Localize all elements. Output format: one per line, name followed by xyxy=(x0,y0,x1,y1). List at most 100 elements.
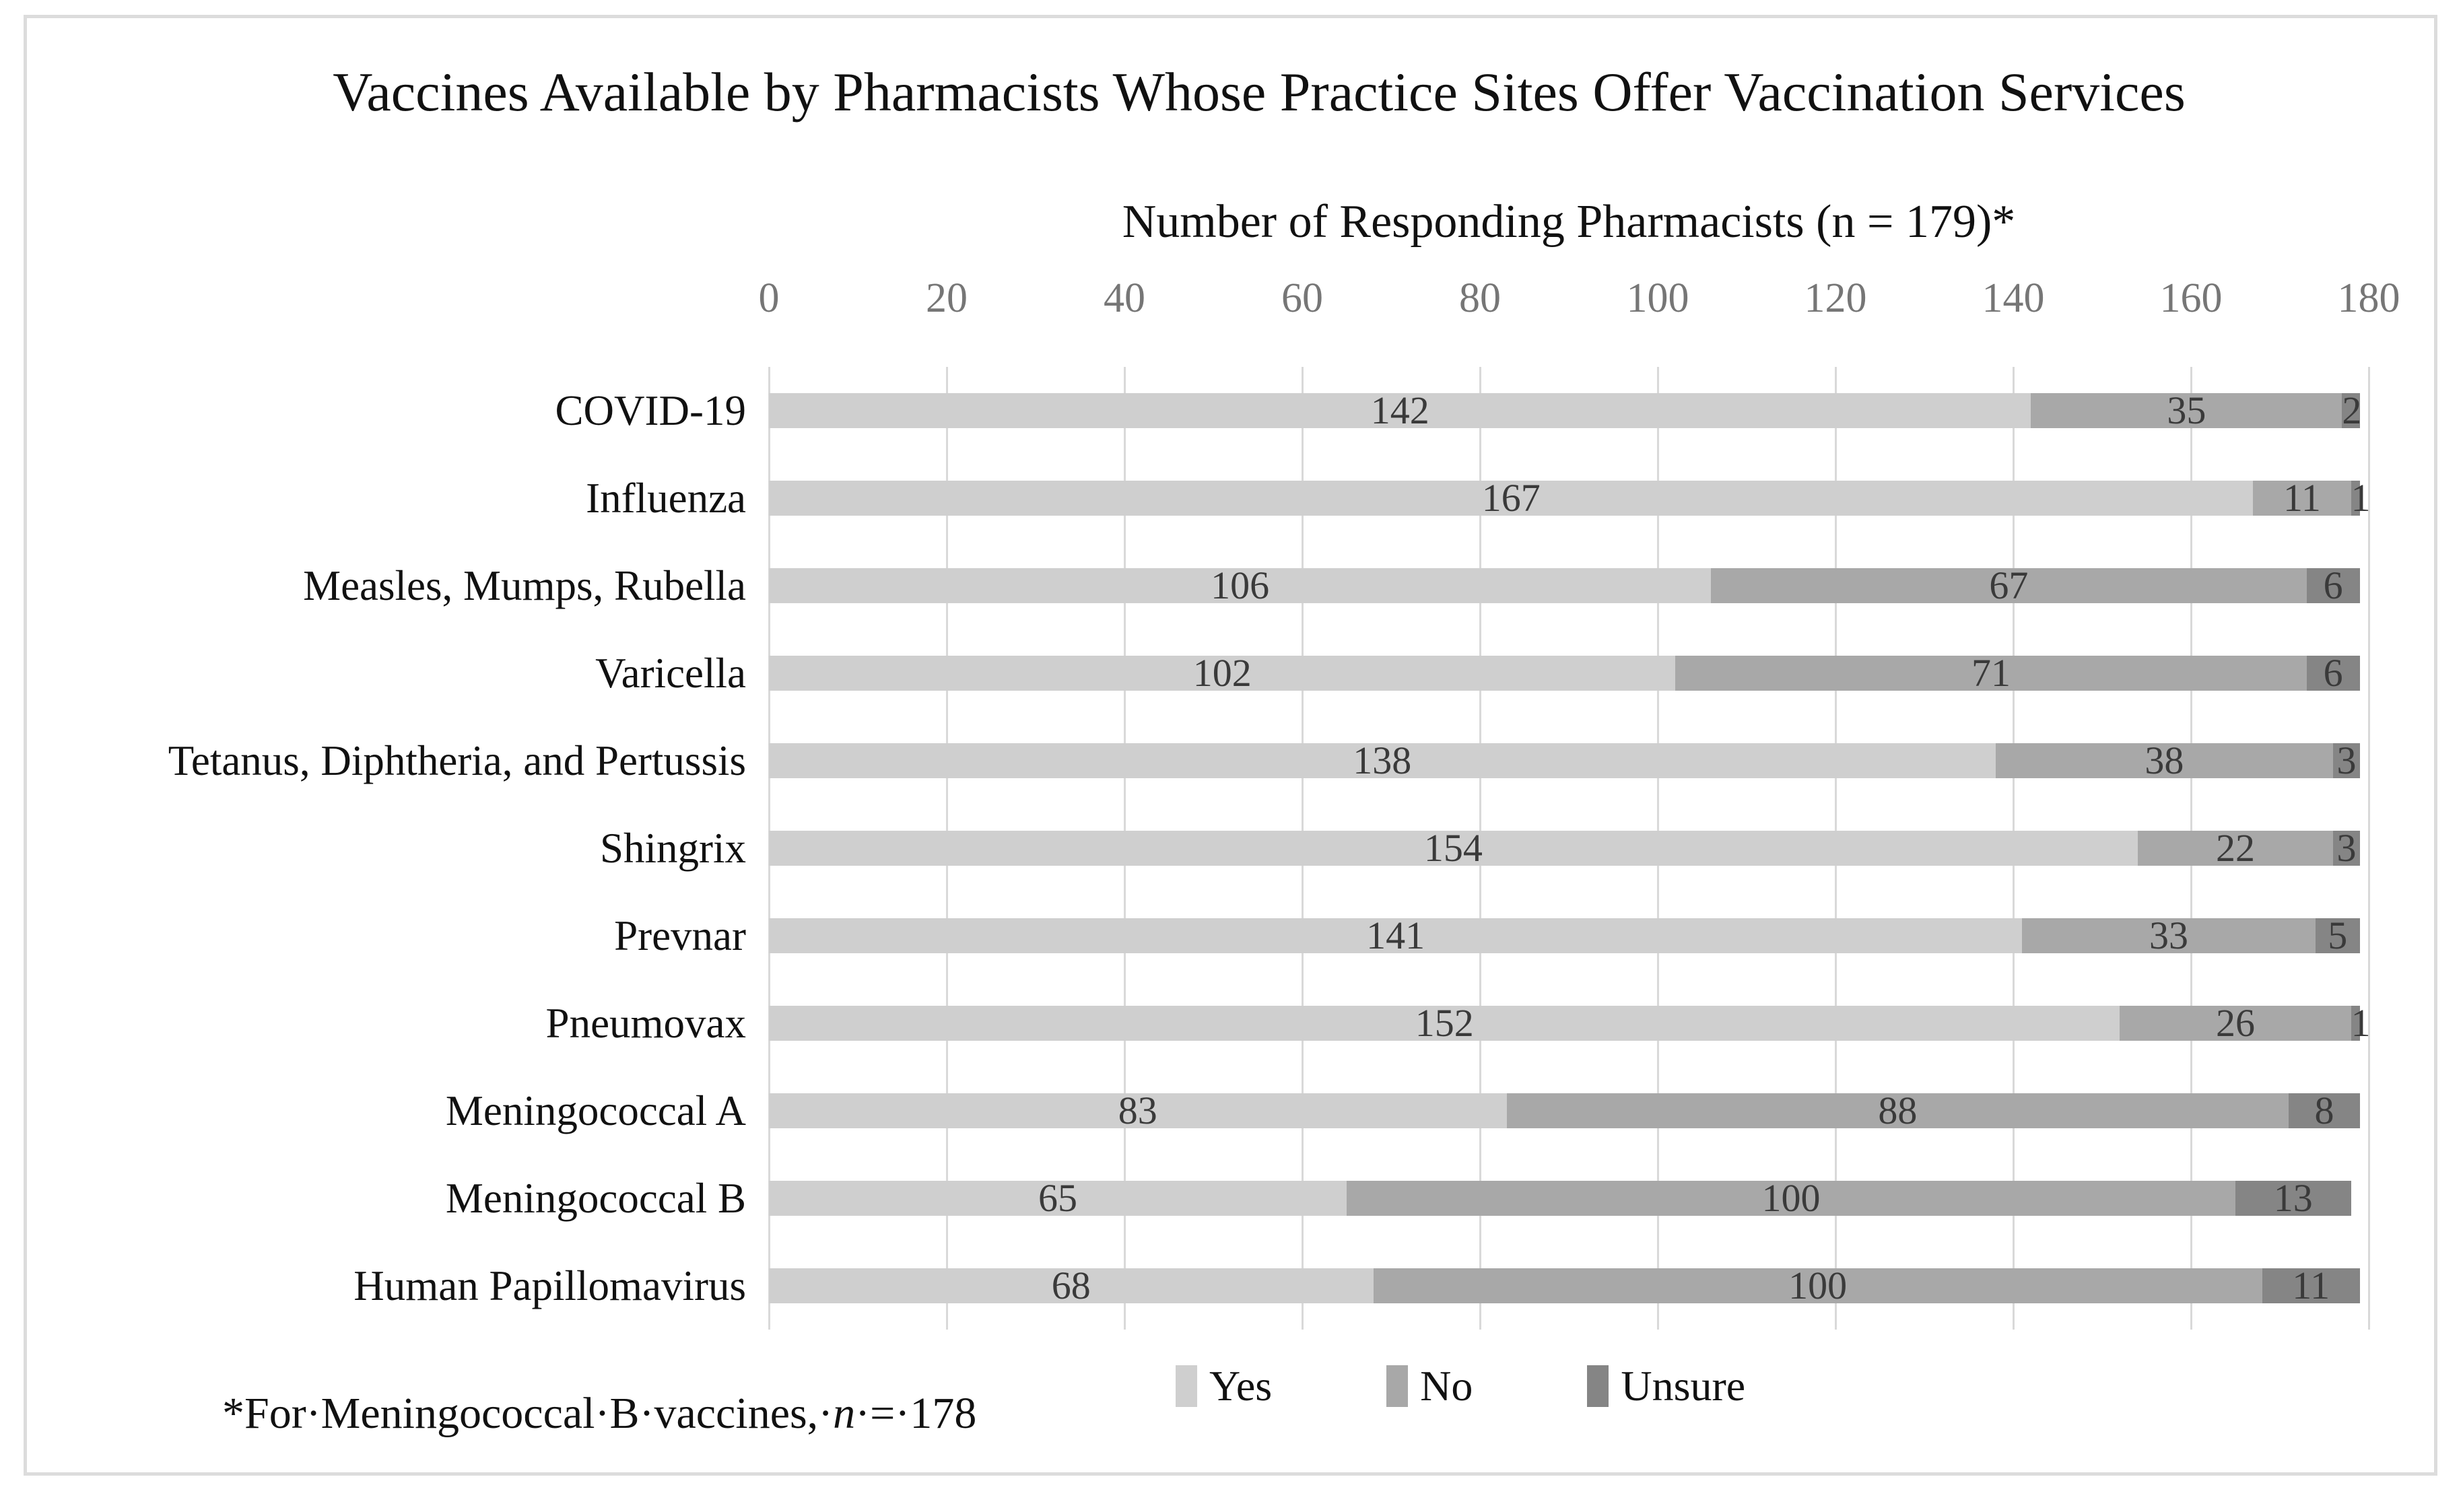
x-axis-title: Number of Responding Pharmacists (n = 17… xyxy=(1122,196,2016,248)
bar-value-label: 13 xyxy=(2273,1176,2313,1220)
bar-value-label: 2 xyxy=(2342,388,2362,432)
bar-segment-no: 26 xyxy=(2120,1001,2351,1045)
bar-row: 167 11 1 xyxy=(769,476,2371,520)
y-axis-category-label: Shingrix xyxy=(599,825,746,872)
y-axis-category-label: Influenza xyxy=(586,475,746,522)
bar-segment-yes: 154 xyxy=(769,826,2138,870)
bar-segment-no: 35 xyxy=(2031,388,2342,432)
footnote-n-italic: n xyxy=(833,1389,856,1438)
legend-swatch-yes xyxy=(1176,1365,1197,1407)
y-axis-category-label: Meningococcal A xyxy=(445,1087,746,1134)
bar-row: 83 88 8 xyxy=(769,1089,2360,1132)
bar-segment-yes: 83 xyxy=(769,1089,1507,1132)
bar-segment-yes: 68 xyxy=(769,1264,1374,1307)
legend-label: Yes xyxy=(1209,1362,1273,1410)
bar-segment-unsure: 1 xyxy=(2351,1001,2371,1045)
bar-row: 65 100 13 xyxy=(769,1176,2351,1220)
bar-segment-no: 100 xyxy=(1347,1176,2235,1220)
y-axis-category-label: Prevnar xyxy=(614,912,746,959)
x-tick-label: 120 xyxy=(1804,275,1867,321)
bar-segment-unsure: 6 xyxy=(2306,651,2360,695)
bar-row: 138 38 3 xyxy=(769,738,2360,782)
bar-value-label: 26 xyxy=(2215,1001,2255,1045)
bar-segment-no: 38 xyxy=(1995,741,2334,780)
bar-segment-no: 22 xyxy=(2137,826,2334,870)
bar-segment-unsure: 8 xyxy=(2289,1089,2360,1132)
bar-row: 154 22 3 xyxy=(769,826,2360,870)
bar-value-label: 106 xyxy=(1211,563,1270,607)
bar-segment-no: 67 xyxy=(1711,566,2307,605)
bar-value-label: 35 xyxy=(2167,388,2206,432)
gridline xyxy=(2367,367,2370,1330)
bar-segment-yes: 152 xyxy=(769,1001,2120,1045)
bar-value-label: 8 xyxy=(2314,1089,2334,1132)
x-tick-label: 40 xyxy=(1104,275,1145,321)
legend-item-yes: Yes xyxy=(1176,1361,1272,1411)
legend-label: No xyxy=(1420,1362,1473,1410)
footnote-text-suffix: ·=·178 xyxy=(855,1389,977,1438)
bar-segment-yes: 106 xyxy=(769,563,1712,607)
bar-segment-yes: 65 xyxy=(769,1176,1347,1220)
bar-value-label: 1 xyxy=(2351,476,2371,520)
chart-title: Vaccines Available by Pharmacists Whose … xyxy=(333,61,2186,123)
bar-segment-yes: 141 xyxy=(769,916,2023,955)
bar-segment-no: 88 xyxy=(1506,1091,2289,1130)
legend-item-unsure: Unsure xyxy=(1587,1361,1745,1411)
legend-swatch-unsure xyxy=(1587,1365,1609,1407)
bar-segment-unsure: 11 xyxy=(2262,1266,2360,1305)
x-tick-label: 0 xyxy=(758,275,780,321)
x-tick-label: 20 xyxy=(926,275,968,321)
bar-segment-yes: 142 xyxy=(769,388,2031,432)
bar-row: 106 67 6 xyxy=(769,563,2360,607)
bar-row: 102 71 6 xyxy=(769,651,2360,695)
bar-value-label: 102 xyxy=(1192,651,1252,695)
bar-segment-unsure: 6 xyxy=(2306,563,2360,607)
bar-value-label: 1 xyxy=(2351,1001,2371,1045)
bar-segment-no: 11 xyxy=(2253,476,2351,520)
bar-value-label: 3 xyxy=(2336,738,2357,782)
bar-segment-yes: 102 xyxy=(769,651,1676,695)
bar-segment-unsure: 5 xyxy=(2315,914,2360,957)
bar-segment-yes: 167 xyxy=(769,476,2254,520)
bar-segment-unsure: 3 xyxy=(2333,829,2360,868)
bar-row: 141 33 5 xyxy=(769,914,2360,957)
bar-segment-unsure: 3 xyxy=(2333,738,2360,782)
bar-row: 68 100 11 xyxy=(769,1264,2360,1307)
bar-segment-unsure: 1 xyxy=(2351,476,2371,520)
chart-border xyxy=(24,15,2437,1476)
bar-value-label: 100 xyxy=(1788,1264,1848,1307)
bar-value-label: 65 xyxy=(1038,1176,1077,1220)
bar-value-label: 154 xyxy=(1423,826,1483,870)
y-axis-category-label: Human Papillomavirus xyxy=(353,1262,746,1309)
legend-label: Unsure xyxy=(1621,1362,1746,1410)
legend-item-no: No xyxy=(1386,1361,1473,1411)
bar-value-label: 142 xyxy=(1370,388,1429,432)
x-tick-label: 80 xyxy=(1459,275,1501,321)
y-axis-category-label: Tetanus, Diphtheria, and Pertussis xyxy=(168,737,746,784)
bar-segment-unsure: 2 xyxy=(2342,388,2362,432)
bar-value-label: 11 xyxy=(2283,476,2321,520)
x-tick-label: 140 xyxy=(1982,275,2045,321)
y-axis-category-label: Measles, Mumps, Rubella xyxy=(303,562,746,609)
bar-value-label: 100 xyxy=(1761,1176,1821,1220)
bar-value-label: 33 xyxy=(2149,914,2188,957)
bar-value-label: 68 xyxy=(1051,1264,1091,1307)
bar-value-label: 5 xyxy=(2328,914,2348,957)
x-tick-label: 60 xyxy=(1281,275,1323,321)
bar-segment-yes: 138 xyxy=(769,741,1996,780)
x-tick-label: 180 xyxy=(2337,275,2400,321)
y-axis-category-label: Varicella xyxy=(595,650,746,697)
bar-value-label: 22 xyxy=(2215,826,2255,870)
footnote: *For·Meningococcal·B·vaccines,·n·=·178 xyxy=(222,1388,976,1439)
bar-value-label: 6 xyxy=(2323,563,2343,607)
bar-value-label: 6 xyxy=(2323,651,2343,695)
bar-value-label: 152 xyxy=(1415,1001,1474,1045)
bar-segment-no: 71 xyxy=(1675,654,2307,693)
bar-value-label: 83 xyxy=(1118,1089,1157,1132)
y-axis-category-label: Pneumovax xyxy=(545,1000,746,1047)
bar-row: 152 26 1 xyxy=(769,1001,2371,1045)
bar-value-label: 167 xyxy=(1481,476,1541,520)
footnote-text-prefix: *For·Meningococcal·B·vaccines,· xyxy=(222,1389,834,1438)
bar-row: 142 35 2 xyxy=(769,388,2362,432)
